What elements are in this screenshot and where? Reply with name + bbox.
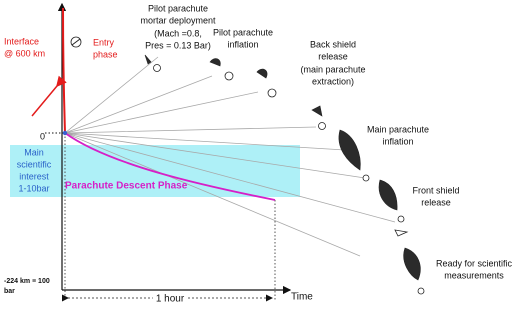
science-label: Main [24,147,44,157]
pilot-deploy-label: Pres = 0.13 Bar) [145,40,211,50]
back-shield-label: release [318,51,348,61]
ready-label: measurements [444,270,504,280]
hour-label-bg [152,293,188,305]
zero-label: 0 [40,131,45,141]
entry-label: phase [93,49,118,59]
probe-icons [70,36,425,295]
pilot-deploy-label: mortar deployment [140,15,216,25]
time-label: Time [291,292,313,303]
descent-label: Parachute Descent Phase [65,181,188,192]
main-inflation-label: inflation [382,136,413,146]
entry-curve [62,7,66,134]
front-shield-label: release [421,197,451,207]
back-shield-label: (main parachute [300,64,365,74]
rays [64,56,396,257]
front-shield-label: Front shield [412,185,459,195]
interface-label: @ 600 km [4,48,45,58]
pilot-inflation-label: Pilot parachute [213,27,273,37]
pilot-deploy-label: Pilot parachute [148,3,208,13]
hour-label: 1 hour [156,294,185,305]
origin [62,130,68,136]
bottom-label: bar [4,288,15,295]
ready-label: Ready for scientific [436,258,513,268]
interface-label: Interface [4,36,39,46]
entry-label: Entry [93,37,115,47]
labels: Interface @ 600 km Entry phase Pilot par… [4,3,513,305]
back-shield-label: Back shield [310,39,356,49]
descent-curve [64,132,276,201]
main-inflation-label: Main parachute [367,124,429,134]
pilot-inflation-label: inflation [227,39,258,49]
bottom-label: -224 km ≡ 100 [4,278,50,285]
red-arrow [31,75,67,117]
science-label: scientific [17,159,52,169]
pilot-deploy-label: (Mach =0.8, [154,28,202,38]
science-label: interest [19,171,49,181]
science-label: 1-10bar [18,183,49,193]
back-shield-label: extraction) [312,76,354,86]
